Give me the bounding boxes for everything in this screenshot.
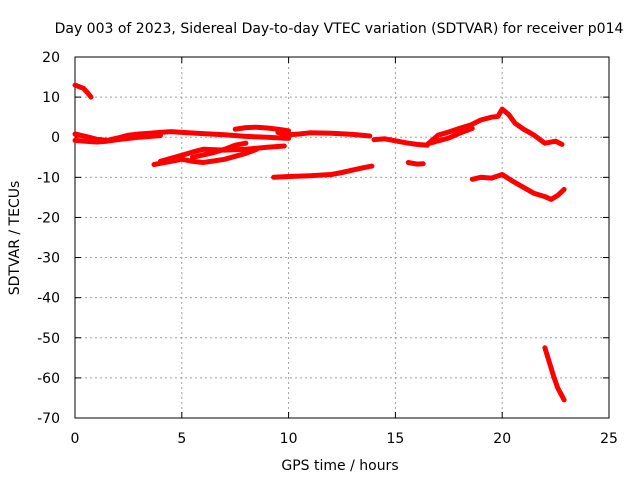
series-arc-1 <box>72 82 94 100</box>
y-tick-label: 0 <box>51 130 60 146</box>
series-arc-5 <box>157 143 287 164</box>
series-arc-11 <box>405 160 426 167</box>
y-axis-label: SDTVAR / TECUs <box>7 181 23 296</box>
series-arc-6 <box>190 140 249 160</box>
chart-title: Day 003 of 2023, Sidereal Day-to-day VTE… <box>55 21 624 37</box>
y-tick-label: -60 <box>37 371 60 387</box>
series-arc-8 <box>275 129 373 139</box>
y-tick-label: 20 <box>42 50 60 66</box>
x-tick-label: 5 <box>177 431 186 447</box>
series-group <box>72 82 567 403</box>
series-arc-3 <box>72 133 163 145</box>
y-tick-label: -40 <box>37 291 60 307</box>
x-tick-label: 20 <box>493 431 511 447</box>
series-arc-10 <box>371 136 430 148</box>
y-tick-label: 10 <box>42 90 60 106</box>
y-tick-label: -30 <box>37 251 60 267</box>
y-tick-label: -50 <box>37 331 60 347</box>
series-arc-12 <box>424 106 565 147</box>
series-arc-7 <box>232 124 292 134</box>
x-tick-label: 25 <box>600 431 618 447</box>
x-tick-label: 15 <box>386 431 404 447</box>
x-tick-label: 10 <box>280 431 298 447</box>
series-arc-4 <box>151 146 260 167</box>
y-tick-label: -70 <box>37 411 60 427</box>
series-arc-15 <box>542 345 567 403</box>
grid <box>75 57 609 418</box>
plot-frame <box>74 56 610 419</box>
x-axis-label: GPS time / hours <box>281 458 398 474</box>
series-arc-13 <box>427 125 475 146</box>
series-arc-9 <box>271 163 375 180</box>
y-tick-label: -10 <box>37 170 60 186</box>
x-tick-label: 0 <box>71 431 80 447</box>
series-arc-14 <box>469 172 567 202</box>
axis-ticks <box>74 56 610 419</box>
y-tick-label: -20 <box>37 210 60 226</box>
